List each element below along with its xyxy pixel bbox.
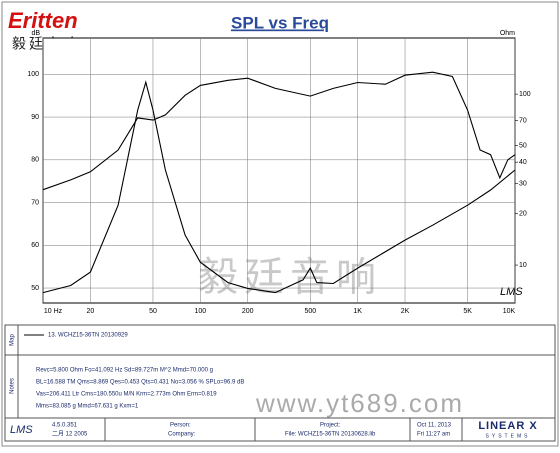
x-tick-label: 500 xyxy=(304,308,316,315)
y-tick-label: 90 xyxy=(31,114,39,121)
y2-tick-label: 40 xyxy=(519,159,527,166)
footer-day: Oct 11, 2013 xyxy=(417,423,452,429)
x-tick-label: 10K xyxy=(503,308,516,315)
x-tick-label: 50 xyxy=(149,308,157,315)
plot-area xyxy=(42,37,516,304)
y2-tick-label: 10 xyxy=(519,262,527,269)
footer-project: Project: xyxy=(320,423,341,429)
footer-time: Fri 11:27 am xyxy=(417,432,450,438)
panel xyxy=(4,324,556,442)
note-line: BL=16.588 TM Qms=8.869 Qes=0.453 Qts=0.4… xyxy=(36,380,244,386)
footer-vendor: LINEAR X xyxy=(478,420,537,432)
corner-mark: LMS xyxy=(500,286,523,298)
x-tick-label: 20 xyxy=(86,308,94,315)
y-tick-label: 70 xyxy=(31,199,39,206)
series-line xyxy=(42,80,516,294)
note-line: Mms=83.085 g Mmd=67.631 g Kxm=1 xyxy=(36,404,139,410)
y-tick-label: 100 xyxy=(27,71,39,78)
footer-app: LMS xyxy=(10,424,33,436)
legend-label: 13. WCHZ15-36TN 20130929 xyxy=(48,333,128,339)
logo-brand: Eritten xyxy=(8,8,78,33)
x-tick-label: 10 Hz xyxy=(44,308,63,315)
footer-company: Company: xyxy=(168,432,196,438)
y-tick-label: 80 xyxy=(31,157,39,164)
footer-vendor-sub: SYSTEMS xyxy=(486,433,531,439)
y2-tick-label: 50 xyxy=(519,142,527,149)
y-tick-label: 50 xyxy=(31,285,39,292)
y2-tick-label: 20 xyxy=(519,210,527,217)
x-tick-label: 2K xyxy=(401,308,410,315)
y-unit: dB xyxy=(31,30,40,37)
y2-unit: Ohm xyxy=(500,30,515,37)
footer-version: 4.5.0.351 xyxy=(52,423,78,429)
y-tick-label: 60 xyxy=(31,242,39,249)
y2-tick-label: 30 xyxy=(519,180,527,187)
watermark-url: www.yt689.com xyxy=(255,388,464,418)
note-line: Vas=206.411 Ltr Cms=180.550u M/N Krm=2.7… xyxy=(36,392,217,398)
footer-date: 二月 12 2005 xyxy=(52,431,88,438)
x-tick-label: 1K xyxy=(353,308,362,315)
notes-label: Notes xyxy=(10,378,16,394)
chart-title: SPL vs Freq xyxy=(231,13,329,32)
x-tick-label: 200 xyxy=(242,308,254,315)
y2-tick-label: 100 xyxy=(519,91,531,98)
series-line xyxy=(42,71,516,191)
footer-person: Person: xyxy=(170,423,191,429)
footer-file: File: WCHZ15-36TN 20130628.lib xyxy=(285,432,376,438)
watermark-chinese: 毅廷音响 xyxy=(198,256,382,300)
y2-tick-label: 70 xyxy=(519,117,527,124)
x-tick-label: 5K xyxy=(463,308,472,315)
x-tick-label: 100 xyxy=(194,308,206,315)
map-label: Map xyxy=(10,334,16,346)
note-line: Revc=5.800 Ohm Fo=41.092 Hz Sd=89.727m M… xyxy=(36,368,213,374)
